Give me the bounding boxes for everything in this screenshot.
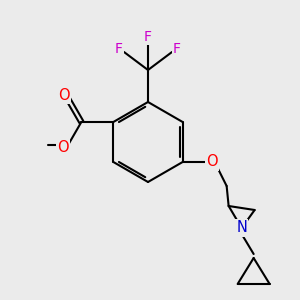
Text: F: F bbox=[173, 42, 181, 56]
Text: N: N bbox=[236, 220, 247, 236]
Text: F: F bbox=[144, 30, 152, 44]
Text: O: O bbox=[58, 140, 69, 155]
Text: O: O bbox=[206, 154, 218, 169]
Text: F: F bbox=[115, 42, 123, 56]
Text: O: O bbox=[58, 88, 70, 103]
